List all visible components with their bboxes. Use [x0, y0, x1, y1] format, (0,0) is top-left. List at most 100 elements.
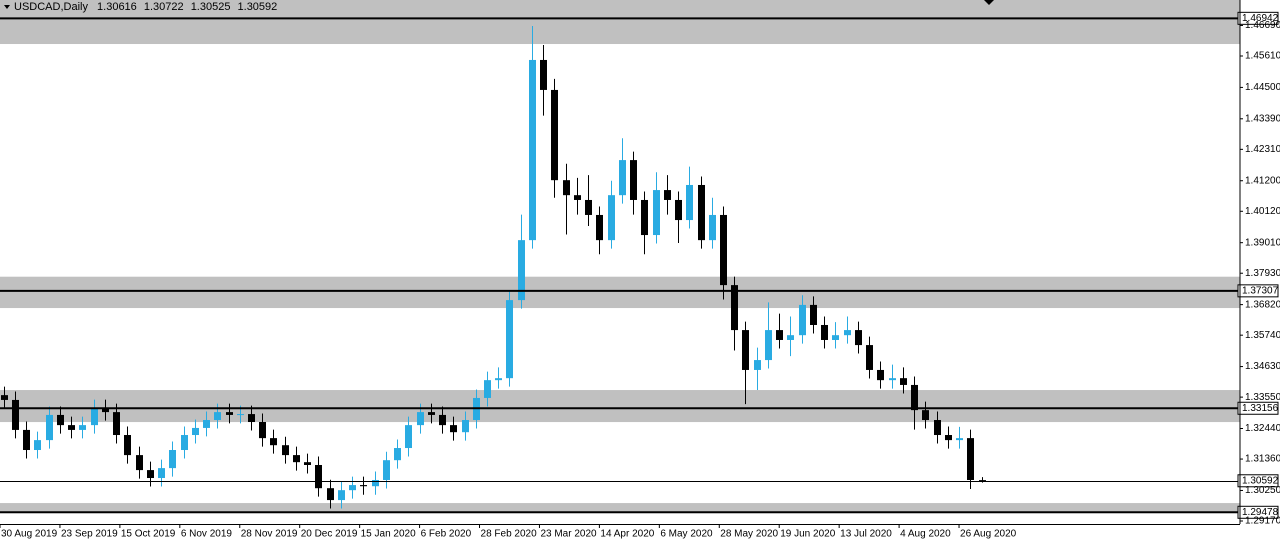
candle-body	[68, 425, 75, 430]
level-label: 1.29478	[1242, 507, 1279, 518]
candle-body	[136, 455, 143, 471]
candle-body	[832, 335, 839, 340]
x-tick-label: 6 May 2020	[660, 529, 713, 540]
candle-body	[23, 429, 30, 451]
candle-body	[113, 412, 120, 436]
y-tick-label: 1.35740	[1245, 330, 1280, 341]
symbol: USDCAD,Daily	[14, 1, 88, 13]
y-tick-label: 1.37930	[1245, 268, 1280, 279]
candle-body	[630, 160, 637, 200]
candle-body	[237, 414, 244, 416]
y-tick-label: 1.34630	[1245, 361, 1280, 372]
candles	[1, 26, 986, 509]
candle-body	[540, 59, 547, 90]
candle-body	[585, 199, 592, 215]
candle-body	[742, 330, 749, 370]
candle-body	[889, 378, 896, 381]
candle-body	[282, 445, 289, 456]
candle-body	[158, 468, 165, 479]
zone	[0, 0, 1240, 45]
x-tick-label: 6 Nov 2019	[181, 529, 233, 540]
zone	[0, 276, 1240, 309]
levels: 1.46942 1.37307 1.33156 1.29478 1.30592	[0, 11, 1279, 519]
candle-body	[124, 435, 131, 456]
x-tick-label: 14 Apr 2020	[600, 529, 654, 540]
level-box	[1237, 284, 1279, 298]
candle-body	[506, 300, 513, 379]
candle-body	[574, 195, 581, 200]
level-label: 1.46942	[1242, 13, 1279, 24]
candle-body	[439, 414, 446, 426]
candle-body	[484, 380, 491, 398]
candle-body	[181, 435, 188, 451]
candle-body	[922, 410, 929, 421]
x-tick-label: 26 Aug 2020	[960, 529, 1017, 540]
x-tick-label: 23 Mar 2020	[540, 529, 597, 540]
candle-body	[12, 399, 19, 430]
candle-body	[787, 335, 794, 340]
shift-marker	[984, 0, 994, 5]
candle-body	[608, 195, 615, 241]
candle-body	[203, 420, 210, 428]
candle-body	[248, 414, 255, 423]
candle-body	[293, 455, 300, 463]
y-tick-label: 1.39010	[1245, 237, 1280, 248]
candle-body	[619, 160, 626, 196]
x-tick-label: 19 Jun 2020	[780, 529, 835, 540]
candle-body	[911, 384, 918, 411]
candle-body	[214, 412, 221, 421]
candle-body	[327, 488, 334, 501]
candle-body	[844, 330, 851, 336]
x-tick-label: 6 Feb 2020	[421, 529, 472, 540]
zones	[0, 0, 1240, 514]
candle-body	[551, 89, 558, 181]
candle-body	[372, 479, 379, 487]
candle-body	[169, 450, 176, 469]
y-tick-label: 1.43390	[1245, 113, 1280, 124]
y-tick-label: 1.30250	[1245, 485, 1280, 496]
candle-body	[563, 180, 570, 196]
candle-body	[877, 369, 884, 381]
x-tick-label: 30 Aug 2019	[1, 529, 58, 540]
candle-body	[664, 190, 671, 200]
candle-body	[405, 425, 412, 449]
candle-body	[462, 420, 469, 433]
candle-body	[147, 470, 154, 479]
menu-arrow[interactable]	[4, 5, 10, 9]
candle-body	[731, 285, 738, 331]
zone	[0, 390, 1240, 423]
candle-body	[270, 438, 277, 446]
candle-body	[34, 440, 41, 451]
candle-body	[900, 378, 907, 385]
candle-body	[855, 330, 862, 346]
current-price-label: 1.30592	[1242, 475, 1279, 486]
candle-body	[315, 464, 322, 489]
candle-body	[967, 438, 974, 480]
x-tick-label: 4 Aug 2020	[900, 529, 951, 540]
candle-body	[799, 304, 806, 336]
candle-body	[192, 427, 199, 436]
y-tick-label: 1.42310	[1245, 144, 1280, 155]
candle-body	[46, 414, 53, 441]
candle-body	[979, 480, 986, 482]
candle-body	[675, 199, 682, 221]
candle-body	[641, 199, 648, 236]
level-box	[1237, 401, 1279, 415]
candle-body	[596, 214, 603, 241]
axes: 1.46690 1.45610 1.44500 1.43390 1.42310 1.412…	[0, 20, 1280, 540]
x-tick-label: 28 May 2020	[720, 529, 778, 540]
candle-body	[821, 324, 828, 340]
candle-body	[383, 460, 390, 480]
candle-body	[304, 462, 311, 465]
y-tick-label: 1.40120	[1245, 206, 1280, 217]
current-price-box	[1237, 474, 1279, 488]
candle-body	[226, 412, 233, 415]
candle-body	[102, 408, 109, 413]
candle-body	[259, 422, 266, 439]
candle-body	[866, 345, 873, 370]
candle-body	[1, 395, 8, 400]
candle-body	[338, 490, 345, 501]
level-box	[1237, 505, 1279, 519]
